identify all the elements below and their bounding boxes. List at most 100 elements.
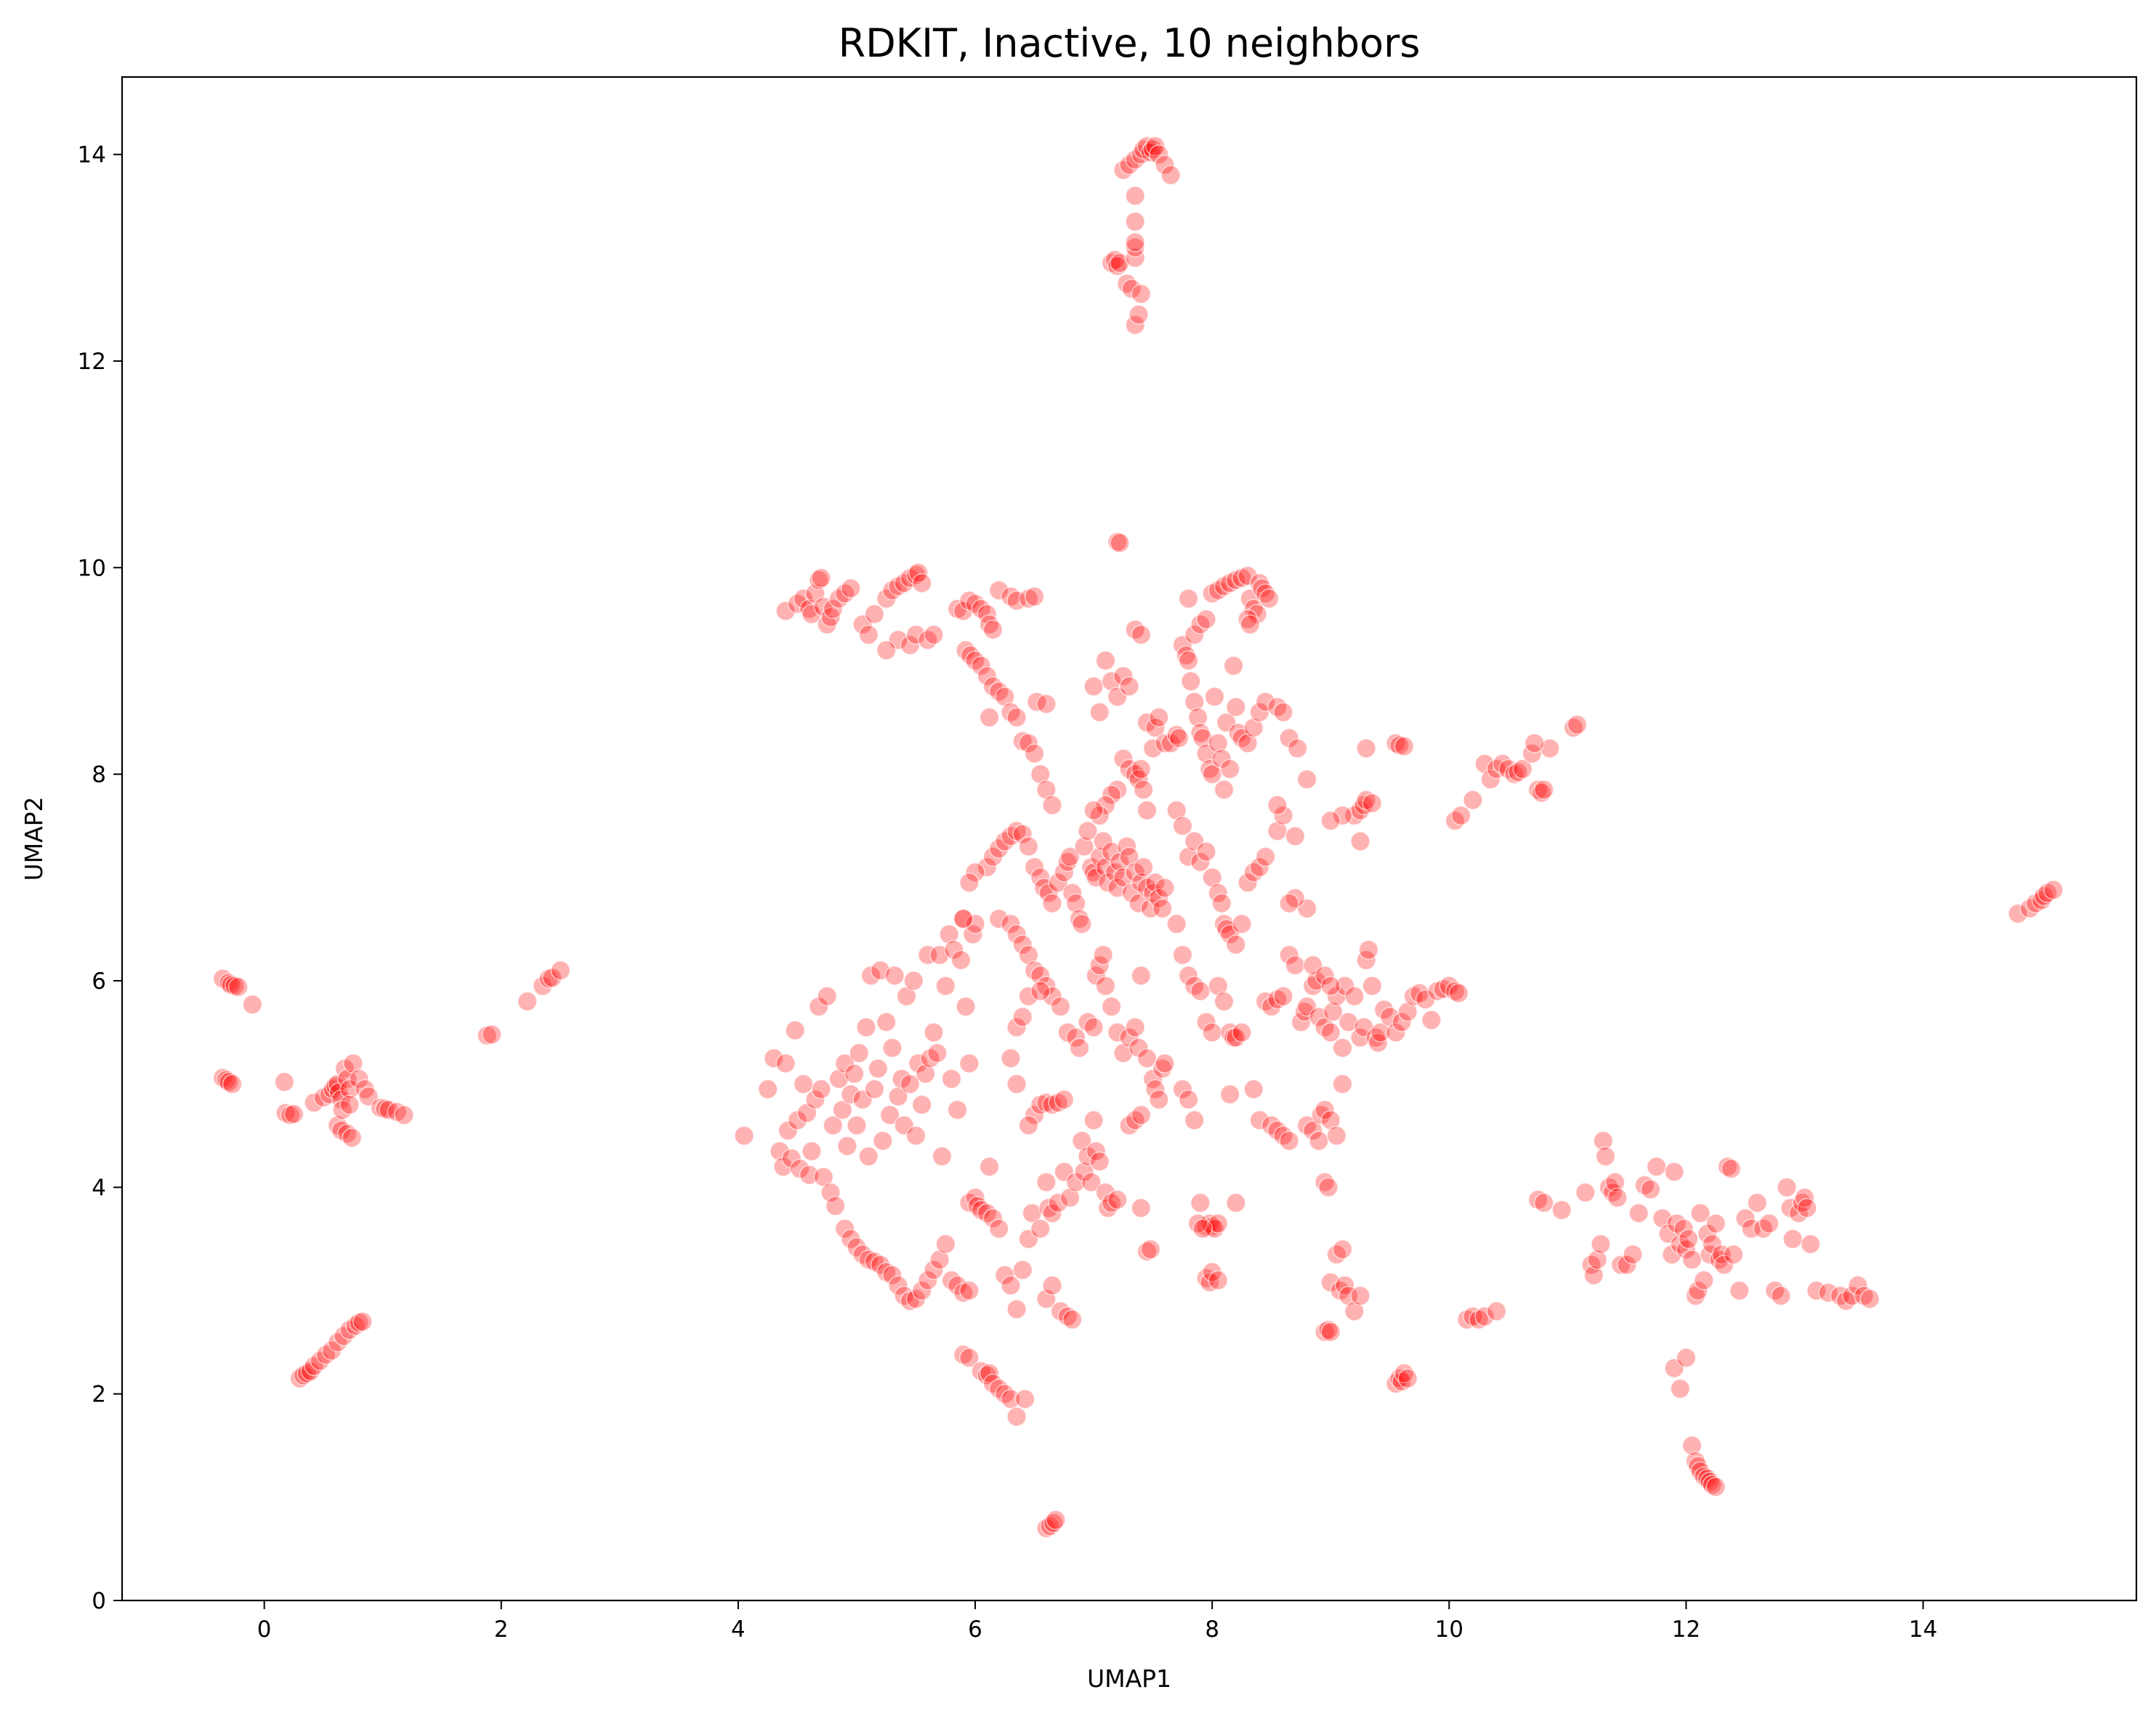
scatter-point — [1463, 1306, 1483, 1327]
scatter-point — [328, 1332, 348, 1353]
scatter-point — [1184, 692, 1205, 712]
plot-frame — [121, 76, 2138, 1602]
scatter-point — [823, 1115, 844, 1136]
scatter-point — [876, 1012, 897, 1032]
scatter-point — [1255, 846, 1276, 867]
scatter-point — [834, 1218, 855, 1239]
scatter-point — [1315, 1099, 1335, 1120]
y-tick-label: 10 — [78, 555, 106, 581]
scatter-point — [1332, 805, 1353, 826]
scatter-point — [1279, 728, 1299, 748]
scatter-point — [965, 862, 985, 883]
scatter-point — [1001, 1389, 1021, 1409]
scatter-point — [1040, 1515, 1060, 1537]
scatter-point — [864, 604, 885, 625]
scatter-point — [1463, 790, 1483, 810]
scatter-point — [1036, 780, 1057, 800]
scatter-point — [2043, 880, 2064, 900]
scatter-point — [1059, 846, 1081, 867]
chart-title: RDKIT, Inactive, 10 neighbors — [839, 20, 1421, 66]
scatter-point — [1735, 1208, 1756, 1229]
scatter-point — [1354, 795, 1374, 816]
scatter-point — [1326, 1125, 1347, 1146]
scatter-point — [1759, 1213, 1780, 1234]
scatter-point — [1125, 211, 1145, 232]
scatter-point — [915, 1064, 936, 1084]
scatter-point — [1113, 665, 1134, 687]
scatter-point — [1628, 1203, 1649, 1223]
scatter-point — [884, 966, 905, 986]
scatter-point — [1474, 1306, 1495, 1327]
scatter-point — [1093, 944, 1113, 966]
scatter-point — [805, 1089, 825, 1110]
scatter-point — [775, 1053, 796, 1074]
scatter-point — [900, 1074, 921, 1094]
scatter-point — [1166, 800, 1187, 821]
scatter-point — [1403, 986, 1424, 1007]
scatter-point — [1255, 692, 1276, 712]
scatter-point — [1238, 609, 1258, 630]
scatter-point — [1178, 650, 1199, 671]
scatter-point — [1166, 914, 1187, 934]
scatter-point — [1593, 1130, 1613, 1152]
scatter-point — [1448, 983, 1469, 1003]
scatter-point — [1214, 576, 1235, 596]
scatter-point — [1540, 738, 1560, 758]
scatter-point — [1202, 583, 1222, 604]
scatter-point — [1083, 800, 1104, 821]
scatter-point — [1149, 144, 1169, 165]
scatter-point — [1107, 1189, 1128, 1210]
scatter-point — [953, 601, 974, 621]
scatter-point — [953, 908, 974, 929]
scatter-point — [2008, 903, 2028, 924]
scatter-point — [550, 960, 571, 981]
scatter-point — [947, 1099, 968, 1120]
scatter-point — [1238, 565, 1258, 586]
scatter-point — [1095, 976, 1116, 996]
scatter-point — [1771, 1285, 1791, 1306]
scatter-point — [1450, 805, 1471, 826]
scatter-point — [1338, 1285, 1359, 1306]
x-axis-label: UMAP1 — [1087, 1664, 1171, 1693]
scatter-point — [918, 1270, 938, 1291]
scatter-point — [1024, 743, 1045, 764]
scatter-point — [349, 1069, 369, 1089]
scatter-point — [1024, 586, 1045, 607]
scatter-point — [953, 1344, 974, 1365]
scatter-point — [1095, 795, 1116, 816]
scatter-point — [1747, 1192, 1767, 1213]
scatter-point — [1563, 717, 1584, 738]
scatter-point — [844, 1064, 865, 1084]
scatter-point — [332, 1099, 353, 1120]
scatter-point — [1012, 934, 1033, 955]
scatter-point — [1782, 1229, 1803, 1250]
scatter-point — [1065, 893, 1086, 914]
scatter-point — [1042, 795, 1062, 816]
scatter-point — [841, 578, 861, 599]
scatter-point — [1078, 821, 1098, 841]
scatter-point — [1370, 1022, 1391, 1043]
scatter-point — [1356, 738, 1376, 758]
scatter-point — [817, 986, 837, 1007]
scatter-point — [1214, 914, 1235, 934]
y-tick-label: 2 — [92, 1382, 106, 1408]
scatter-point — [1362, 793, 1383, 814]
scatter-point — [1717, 1157, 1738, 1177]
scatter-point — [1249, 857, 1270, 878]
scatter-point — [1469, 1309, 1489, 1330]
scatter-point — [1001, 1048, 1021, 1069]
scatter-point — [1335, 1275, 1355, 1296]
scatter-point — [304, 1092, 324, 1113]
scatter-point — [1211, 893, 1232, 914]
scatter-point — [1101, 996, 1122, 1017]
scatter-point — [1214, 780, 1235, 800]
scatter-point — [770, 1141, 790, 1162]
scatter-point — [1687, 1280, 1708, 1301]
scatter-point — [979, 1157, 1000, 1177]
scatter-point — [1705, 1213, 1726, 1234]
scatter-point — [1386, 733, 1406, 753]
scatter-point — [935, 1234, 956, 1255]
scatter-point — [903, 971, 924, 991]
scatter-point — [950, 950, 972, 971]
scatter-point — [1392, 1012, 1412, 1032]
